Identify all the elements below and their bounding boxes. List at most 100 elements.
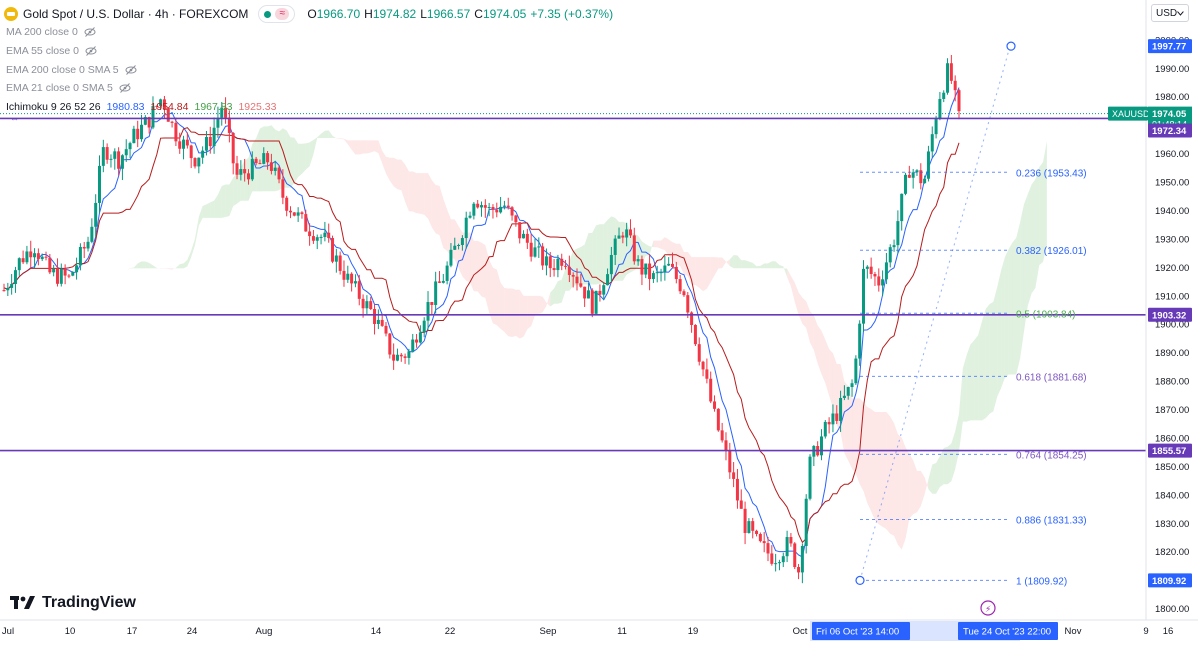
cloud-segment <box>375 140 379 153</box>
candle-body <box>503 206 506 207</box>
candle-body <box>702 362 705 370</box>
time-tick-label: 17 <box>127 626 138 637</box>
market-status-pill[interactable]: ≈ <box>258 5 295 23</box>
indicator-ma200[interactable]: MA 200 close 0 <box>6 26 96 38</box>
candle-body <box>430 302 433 305</box>
candle-body <box>45 257 48 258</box>
price-tick-label: 1920.00 <box>1155 263 1189 274</box>
eye-off-icon[interactable] <box>119 82 131 94</box>
candle-body <box>415 340 418 343</box>
fib-anchor-high[interactable] <box>1007 42 1015 50</box>
candle-body <box>369 301 372 309</box>
candle-body <box>831 413 834 424</box>
cloud-segment <box>355 140 359 154</box>
candle-body <box>83 247 86 249</box>
chevron-down-icon <box>1177 11 1184 16</box>
candle-body <box>270 162 273 171</box>
candle-body <box>365 301 368 308</box>
indicator-ema21[interactable]: EMA 21 close 0 SMA 5 <box>6 82 131 94</box>
candle-body <box>56 269 59 284</box>
candle-body <box>843 396 846 398</box>
candle-body <box>228 118 231 133</box>
time-tick-label: Nov <box>1065 626 1082 637</box>
time-tick-label: 9 <box>1143 626 1148 637</box>
candle-body <box>553 268 556 270</box>
candle-body <box>610 255 613 274</box>
candle-body <box>251 159 254 179</box>
candle-body <box>839 398 842 421</box>
symbol-header: Gold Spot / U.S. Dollar · 4h · FOREXCOM … <box>4 4 613 24</box>
candle-body <box>327 233 330 238</box>
candle-body <box>14 270 17 284</box>
cloud-segment <box>745 260 749 268</box>
cloud-segment <box>291 137 295 187</box>
candle-body <box>549 256 552 268</box>
candle-body <box>728 450 731 472</box>
candle-body <box>274 168 277 171</box>
candle-body <box>312 236 315 241</box>
candle-body <box>320 237 323 238</box>
candle-body <box>106 147 109 160</box>
eye-off-icon[interactable] <box>84 26 96 38</box>
candle-body <box>514 216 517 223</box>
candle-body <box>885 262 888 279</box>
eye-off-icon[interactable] <box>125 64 137 76</box>
currency-selector[interactable]: USD <box>1151 4 1189 22</box>
cloud-segment <box>1020 204 1024 358</box>
cloud-segment <box>1001 257 1005 388</box>
cloud-segment <box>1016 222 1020 374</box>
line-1855-tag: 1855.57 <box>1152 446 1186 457</box>
candle-body <box>125 149 128 155</box>
cloud-segment <box>420 173 424 215</box>
tradingview-logo[interactable]: TradingView <box>10 594 136 612</box>
price-tick-label: 1820.00 <box>1155 547 1189 558</box>
eye-off-icon[interactable] <box>85 45 97 57</box>
cloud-segment <box>600 224 604 283</box>
candle-body <box>289 211 292 213</box>
candle-body <box>579 283 582 286</box>
fib-anchor-low[interactable] <box>856 576 864 584</box>
last-price-tag: 1974.05 <box>1152 109 1187 120</box>
candle-body <box>201 151 204 158</box>
candle-body <box>709 379 712 402</box>
candle-body <box>281 179 284 197</box>
candle-body <box>87 242 90 249</box>
cloud-segment <box>867 407 871 511</box>
ohlc-open-key: O <box>307 7 316 21</box>
candle-body <box>469 216 472 218</box>
candle-body <box>499 207 502 213</box>
candle-body <box>644 264 647 275</box>
time-tick-label: 10 <box>65 626 76 637</box>
ohlc-low-key: L <box>420 7 427 21</box>
indicator-ema55[interactable]: EMA 55 close 0 <box>6 45 97 57</box>
cloud-segment <box>703 257 707 291</box>
indicator-ichimoku[interactable]: Ichimoku 9 26 52 26 1980.83 1954.84 1967… <box>6 101 276 113</box>
candle-body <box>858 324 861 359</box>
candle-body <box>935 119 938 135</box>
candle-body <box>736 479 739 501</box>
candle-body <box>373 309 376 324</box>
indicator-label: EMA 21 close 0 SMA 5 <box>6 82 113 94</box>
cloud-segment <box>206 202 210 218</box>
candle-body <box>41 257 44 259</box>
cloud-segment <box>275 130 279 192</box>
symbol-title[interactable]: Gold Spot / U.S. Dollar · 4h · FOREXCOM <box>23 7 248 21</box>
cloud-segment <box>306 142 310 169</box>
ohlc-close-key: C <box>474 7 483 21</box>
time-tick-label: 19 <box>688 626 699 637</box>
cloud-segment <box>470 232 474 291</box>
time-tick-label: 16 <box>1163 626 1174 637</box>
indicator-ema200[interactable]: EMA 200 close 0 SMA 5 <box>6 64 137 76</box>
cloud-segment <box>432 180 436 233</box>
candle-body <box>751 521 754 531</box>
cloud-segment <box>886 412 890 534</box>
ichimoku-conversion-value: 1980.83 <box>107 101 145 113</box>
cloud-segment <box>371 140 375 152</box>
candle-body <box>618 236 621 239</box>
candle-body <box>583 287 586 299</box>
ohlc-low: 1966.57 <box>427 7 470 21</box>
ichimoku-leading-a-value: 1967.83 <box>195 101 233 113</box>
line-1903-tag: 1903.32 <box>1152 310 1186 321</box>
